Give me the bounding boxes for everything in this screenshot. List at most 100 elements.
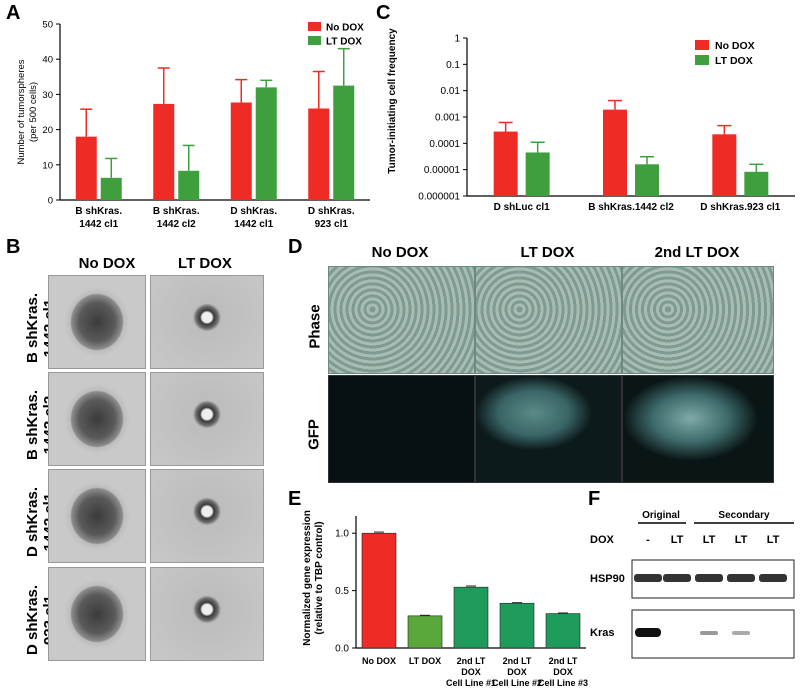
x-category-label: DOX	[553, 667, 573, 677]
micrograph-no-dox	[48, 469, 146, 563]
blot-label-hsp90: HSP90	[590, 573, 625, 585]
legend-swatch	[308, 36, 321, 45]
chart-e-gene-expression: 0.0 0.5 1.0 Normalized gene expression(rela…	[302, 510, 588, 688]
hsp90-band	[663, 574, 691, 582]
x-category-label: 2nd LT	[503, 656, 532, 666]
panel-letter-e: E	[288, 488, 302, 510]
bar	[545, 613, 581, 649]
y-axis-label-line: (relative to TBP control)	[314, 521, 325, 634]
y-axis-label: Number of tumorspheres(per 500 cells)	[16, 59, 39, 164]
y-axis-label-line: (per 500 cells)	[28, 82, 39, 142]
lane-label: LT	[671, 534, 684, 546]
panel-letter-b: B	[6, 236, 21, 258]
micrograph-lt-dox	[150, 567, 264, 661]
x-category-label: D shLuc cl1	[494, 202, 551, 213]
x-category-label: B shKras.	[153, 206, 200, 217]
bar-no-dox	[493, 131, 518, 196]
legend-swatch	[695, 55, 709, 65]
x-category-label: LT DOX	[409, 656, 441, 666]
micrograph-no-dox	[48, 567, 146, 661]
lane-label: -	[646, 534, 650, 546]
bar-no-dox	[75, 136, 97, 200]
panel-b-row-label-line: D shKras.	[24, 584, 41, 656]
panel-letter-c: C	[376, 2, 391, 24]
lane-label: LT	[703, 534, 716, 546]
x-category-label: No DOX	[362, 656, 396, 666]
x-category-label: Cell Line #3	[538, 678, 588, 688]
bar-no-dox	[308, 108, 330, 200]
gfp-image	[622, 375, 774, 483]
micrograph-no-dox	[48, 372, 146, 466]
x-category-label: D shKras.	[230, 206, 277, 217]
x-category-label: D shKras.	[308, 206, 355, 217]
legend-swatch	[308, 22, 321, 31]
panel-b-row-label-line: D shKras.	[24, 486, 41, 558]
panel-d-col-no-dox: No DOX	[371, 244, 429, 261]
y-tick-label: 40	[42, 55, 53, 66]
y-axis-label-line: Normalized gene expression	[302, 510, 313, 646]
x-category-label: Cell Line #2	[492, 678, 542, 688]
hsp90-band	[759, 574, 787, 582]
bar-no-dox	[712, 134, 737, 196]
hsp90-band	[695, 574, 723, 582]
panel-letter-f: F	[588, 488, 601, 510]
legend-swatch	[695, 40, 709, 50]
kras-band	[635, 628, 661, 637]
bar	[499, 602, 535, 649]
panel-b-col-lt-dox: LT DOX	[178, 255, 232, 272]
chart-c-tumor-initiating-frequency: 1 0.1 0.01 0.001 0.0001 0.00001 0.000001 Tumor-…	[387, 28, 795, 213]
x-category-label: B shKras.	[75, 206, 122, 217]
micrograph-no-dox	[48, 275, 146, 369]
panel-b-row-label-line: B shKras.	[24, 292, 41, 364]
bar-lt-dox	[100, 177, 122, 200]
y-tick-label: 10	[42, 160, 53, 171]
blot-label-kras: Kras	[590, 627, 614, 639]
y-tick-label: 0.000001	[418, 192, 460, 203]
y-tick-label: 0.0001	[429, 139, 460, 150]
y-tick-label: 20	[42, 125, 53, 136]
kras-band	[732, 631, 750, 635]
micrograph-lt-dox	[150, 275, 264, 369]
y-tick-label: 1	[454, 34, 460, 45]
x-category-label: B shKras.1442 cl2	[588, 202, 674, 213]
panel-d-col-lt-dox: LT DOX	[520, 244, 575, 261]
bar-no-dox	[230, 102, 252, 200]
y-tick-label: 0.1	[446, 60, 460, 71]
bar-lt-dox	[333, 85, 355, 200]
gfp-image	[475, 375, 622, 483]
panel-letter-d: D	[288, 236, 303, 258]
group-secondary: Secondary	[718, 510, 770, 521]
x-category-label: Cell Line #1	[446, 678, 496, 688]
bar-lt-dox	[744, 171, 769, 196]
legend-label: LT DOX	[715, 55, 753, 67]
panel-b-row-label-line: B shKras.	[24, 389, 41, 461]
phase-image	[622, 266, 774, 374]
bar	[453, 586, 489, 649]
x-category-label: 923 cl1	[315, 219, 349, 230]
panel-f-western-blot: Original Secondary DOX - LT LT LT LT HSP90 Kras	[590, 510, 795, 659]
panel-d-col-2nd-lt-dox: 2nd LT DOX	[654, 244, 740, 261]
x-category-label: DOX	[507, 667, 527, 677]
y-tick-label: 0.00001	[424, 165, 461, 176]
panel-b-col-no-dox: No DOX	[78, 255, 136, 272]
x-category-label: DOX	[461, 667, 481, 677]
hsp90-band	[727, 574, 755, 582]
phase-image	[475, 266, 622, 374]
x-category-label: 1442 cl1	[79, 219, 118, 230]
y-tick-label: 0.001	[435, 113, 460, 124]
bar-no-dox	[603, 109, 627, 196]
legend-label: LT DOX	[326, 37, 362, 48]
y-tick-label: 0	[48, 196, 53, 207]
y-axis-label: Tumor-initiating cell frequency	[387, 28, 398, 174]
y-tick-label: 0.01	[441, 86, 461, 97]
bar-lt-dox	[178, 170, 200, 200]
y-axis-label-line: Number of tumorspheres	[16, 59, 27, 164]
x-category-label: 1442 cl2	[157, 219, 196, 230]
x-category-label: 1442 cl1	[234, 219, 273, 230]
y-tick-label: 50	[42, 20, 53, 31]
legend-label: No DOX	[715, 40, 755, 52]
panel-letter-a: A	[6, 2, 21, 24]
bar-lt-dox	[255, 87, 277, 200]
y-tick-label: 30	[42, 90, 53, 101]
micrograph-lt-dox	[150, 469, 264, 563]
